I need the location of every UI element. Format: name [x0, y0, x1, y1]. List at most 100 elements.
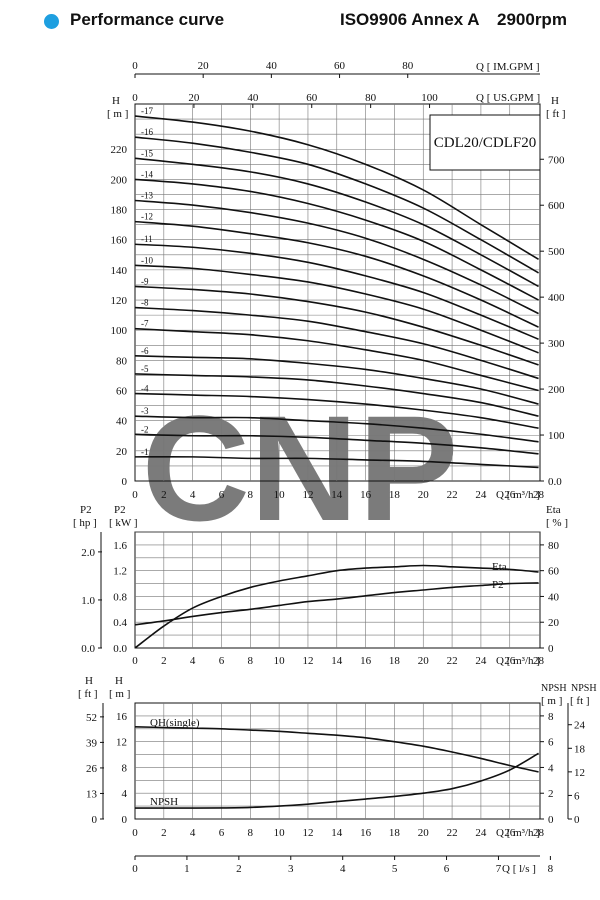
eta-curve-label: Eta: [492, 561, 507, 573]
imgpm-tick-label: 60: [334, 60, 346, 72]
head-left-tick: 180: [111, 205, 128, 217]
flow-ls-tick: 8: [548, 863, 554, 875]
imgpm-axis-label: Q [ IM.GPM ]: [476, 61, 540, 73]
npsh-m-right-tick: 4: [548, 762, 554, 774]
p2-kw-tick: 1.2: [113, 566, 127, 578]
p2-hp-unit: [ hp ]: [73, 517, 97, 529]
head-curve-label: -1: [141, 447, 149, 457]
p2-kw-title: P2: [114, 504, 126, 516]
head-curve-label: -11: [141, 234, 153, 244]
flow-ls-tick: 5: [392, 863, 398, 875]
head-right-h: H: [551, 95, 559, 107]
flow-tick-2: 16: [360, 655, 372, 667]
model-label: CDL20/CDLF20: [434, 135, 537, 151]
head-right-tick: 100: [548, 430, 565, 442]
flow-tick-1: 20: [418, 489, 430, 501]
head-left-tick: 80: [116, 355, 128, 367]
flow-tick-2: 18: [389, 655, 401, 667]
npsh-m-left-h: H: [115, 675, 123, 687]
head-curve: [134, 373, 539, 417]
eta-tick: 20: [548, 617, 560, 629]
flow-ls-tick: 1: [184, 863, 190, 875]
head-left-tick: 20: [116, 446, 128, 458]
p2-kw-tick: 0.8: [113, 591, 127, 603]
head-left-tick: 160: [111, 235, 128, 247]
flow-tick-2: 14: [331, 655, 343, 667]
usgpm-tick-label: 100: [421, 92, 438, 104]
head-curve-label: -15: [141, 148, 153, 158]
head-curve-label: -7: [141, 319, 149, 329]
p2-kw-unit: [ kW ]: [109, 517, 138, 529]
watermark-logo: CNP: [142, 384, 459, 552]
p2-curve: [134, 582, 539, 626]
flow-tick-1: 14: [331, 489, 343, 501]
head-curve-label: -10: [141, 255, 153, 265]
npsh-m-left-tick: 16: [116, 711, 128, 723]
head-left-tick: 120: [111, 295, 128, 307]
p2-kw-tick: 0.4: [113, 617, 127, 629]
flow-ls-tick: 7: [496, 863, 502, 875]
head-curve: [134, 306, 539, 380]
flow-tick-1: 16: [360, 489, 372, 501]
flow-tick-1: 28: [533, 489, 545, 501]
flow-ls-axis: 0 1 2 3 4 5 6 7 8 Q [ l/s ]: [132, 855, 554, 875]
speed-label: 2900rpm: [497, 10, 567, 29]
head-right-unit: [ ft ]: [546, 108, 566, 120]
head-curve-label: -16: [141, 127, 153, 137]
head-left-tick: 0: [122, 476, 128, 488]
imgpm-tick-label: 20: [198, 60, 210, 72]
npsh-ft-left-tick: 52: [86, 712, 97, 724]
p2-hp-tick: 1.0: [81, 595, 95, 607]
head-curve-label: -17: [141, 106, 153, 116]
imgpm-tick-label: 40: [266, 60, 278, 72]
head-curve: [134, 415, 539, 443]
head-right-tick: 600: [548, 200, 565, 212]
eta-curve: [134, 564, 539, 649]
head-curve-label: -13: [141, 191, 153, 201]
npsh-ft-right-title: NPSH: [571, 683, 597, 694]
head-curve-label: -8: [141, 298, 149, 308]
npsh-m-left-tick: 12: [116, 737, 127, 749]
p2-hp-tick: 2.0: [81, 547, 95, 559]
npsh-m-right-unit: [ m ]: [541, 695, 562, 707]
npsh-ft-left-h: H: [85, 675, 93, 687]
page-title: Performance curve: [70, 10, 225, 29]
flow-tick-1: 22: [447, 489, 458, 501]
flow-axis-label-2: Q [ m³/h ]: [496, 655, 540, 667]
flow-tick-1: 6: [219, 489, 225, 501]
qh-single-label: QH(single): [150, 717, 200, 729]
head-curve-label: -2: [141, 424, 149, 434]
flow-tick-2: 12: [302, 655, 313, 667]
flow-tick-1: 10: [274, 489, 286, 501]
head-left-unit: [ m ]: [107, 108, 128, 120]
npsh-ft-left-unit: [ ft ]: [78, 688, 98, 700]
eta-unit: [ % ]: [546, 517, 568, 529]
flow-tick-1: 2: [161, 489, 167, 501]
npsh-ft-right-tick: 18: [574, 743, 586, 755]
head-curve-label: -12: [141, 212, 153, 222]
flow-tick-2: 8: [248, 655, 254, 667]
flow-tick-2: 24: [475, 655, 487, 667]
usgpm-tick-label: 60: [306, 92, 318, 104]
npsh-m-right-tick: 8: [548, 711, 554, 723]
head-curve: [134, 178, 539, 301]
imgpm-axis: 0 20 40 60 80 Q [ IM.GPM ]: [132, 60, 540, 78]
eta-tick: 40: [548, 591, 560, 603]
npsh-ft-right-tick: 6: [574, 790, 580, 802]
flow-tick-2: 28: [533, 655, 545, 667]
npsh-ft-right-tick: 24: [574, 720, 586, 732]
head-curve-label: -3: [141, 406, 149, 416]
flow-tick-3: 28: [533, 827, 545, 839]
npsh-m-left-tick: 8: [122, 762, 128, 774]
flow-ls-axis-label: Q [ l/s ]: [502, 863, 536, 875]
head-curve: [134, 327, 539, 392]
flow-tick-3: 2: [161, 827, 167, 839]
imgpm-tick-label: 0: [132, 60, 138, 72]
usgpm-tick-label: 40: [247, 92, 259, 104]
head-curve: [134, 392, 539, 430]
flow-ls-tick: 2: [236, 863, 242, 875]
flow-tick-2: 10: [274, 655, 286, 667]
head-curve: [134, 243, 539, 340]
